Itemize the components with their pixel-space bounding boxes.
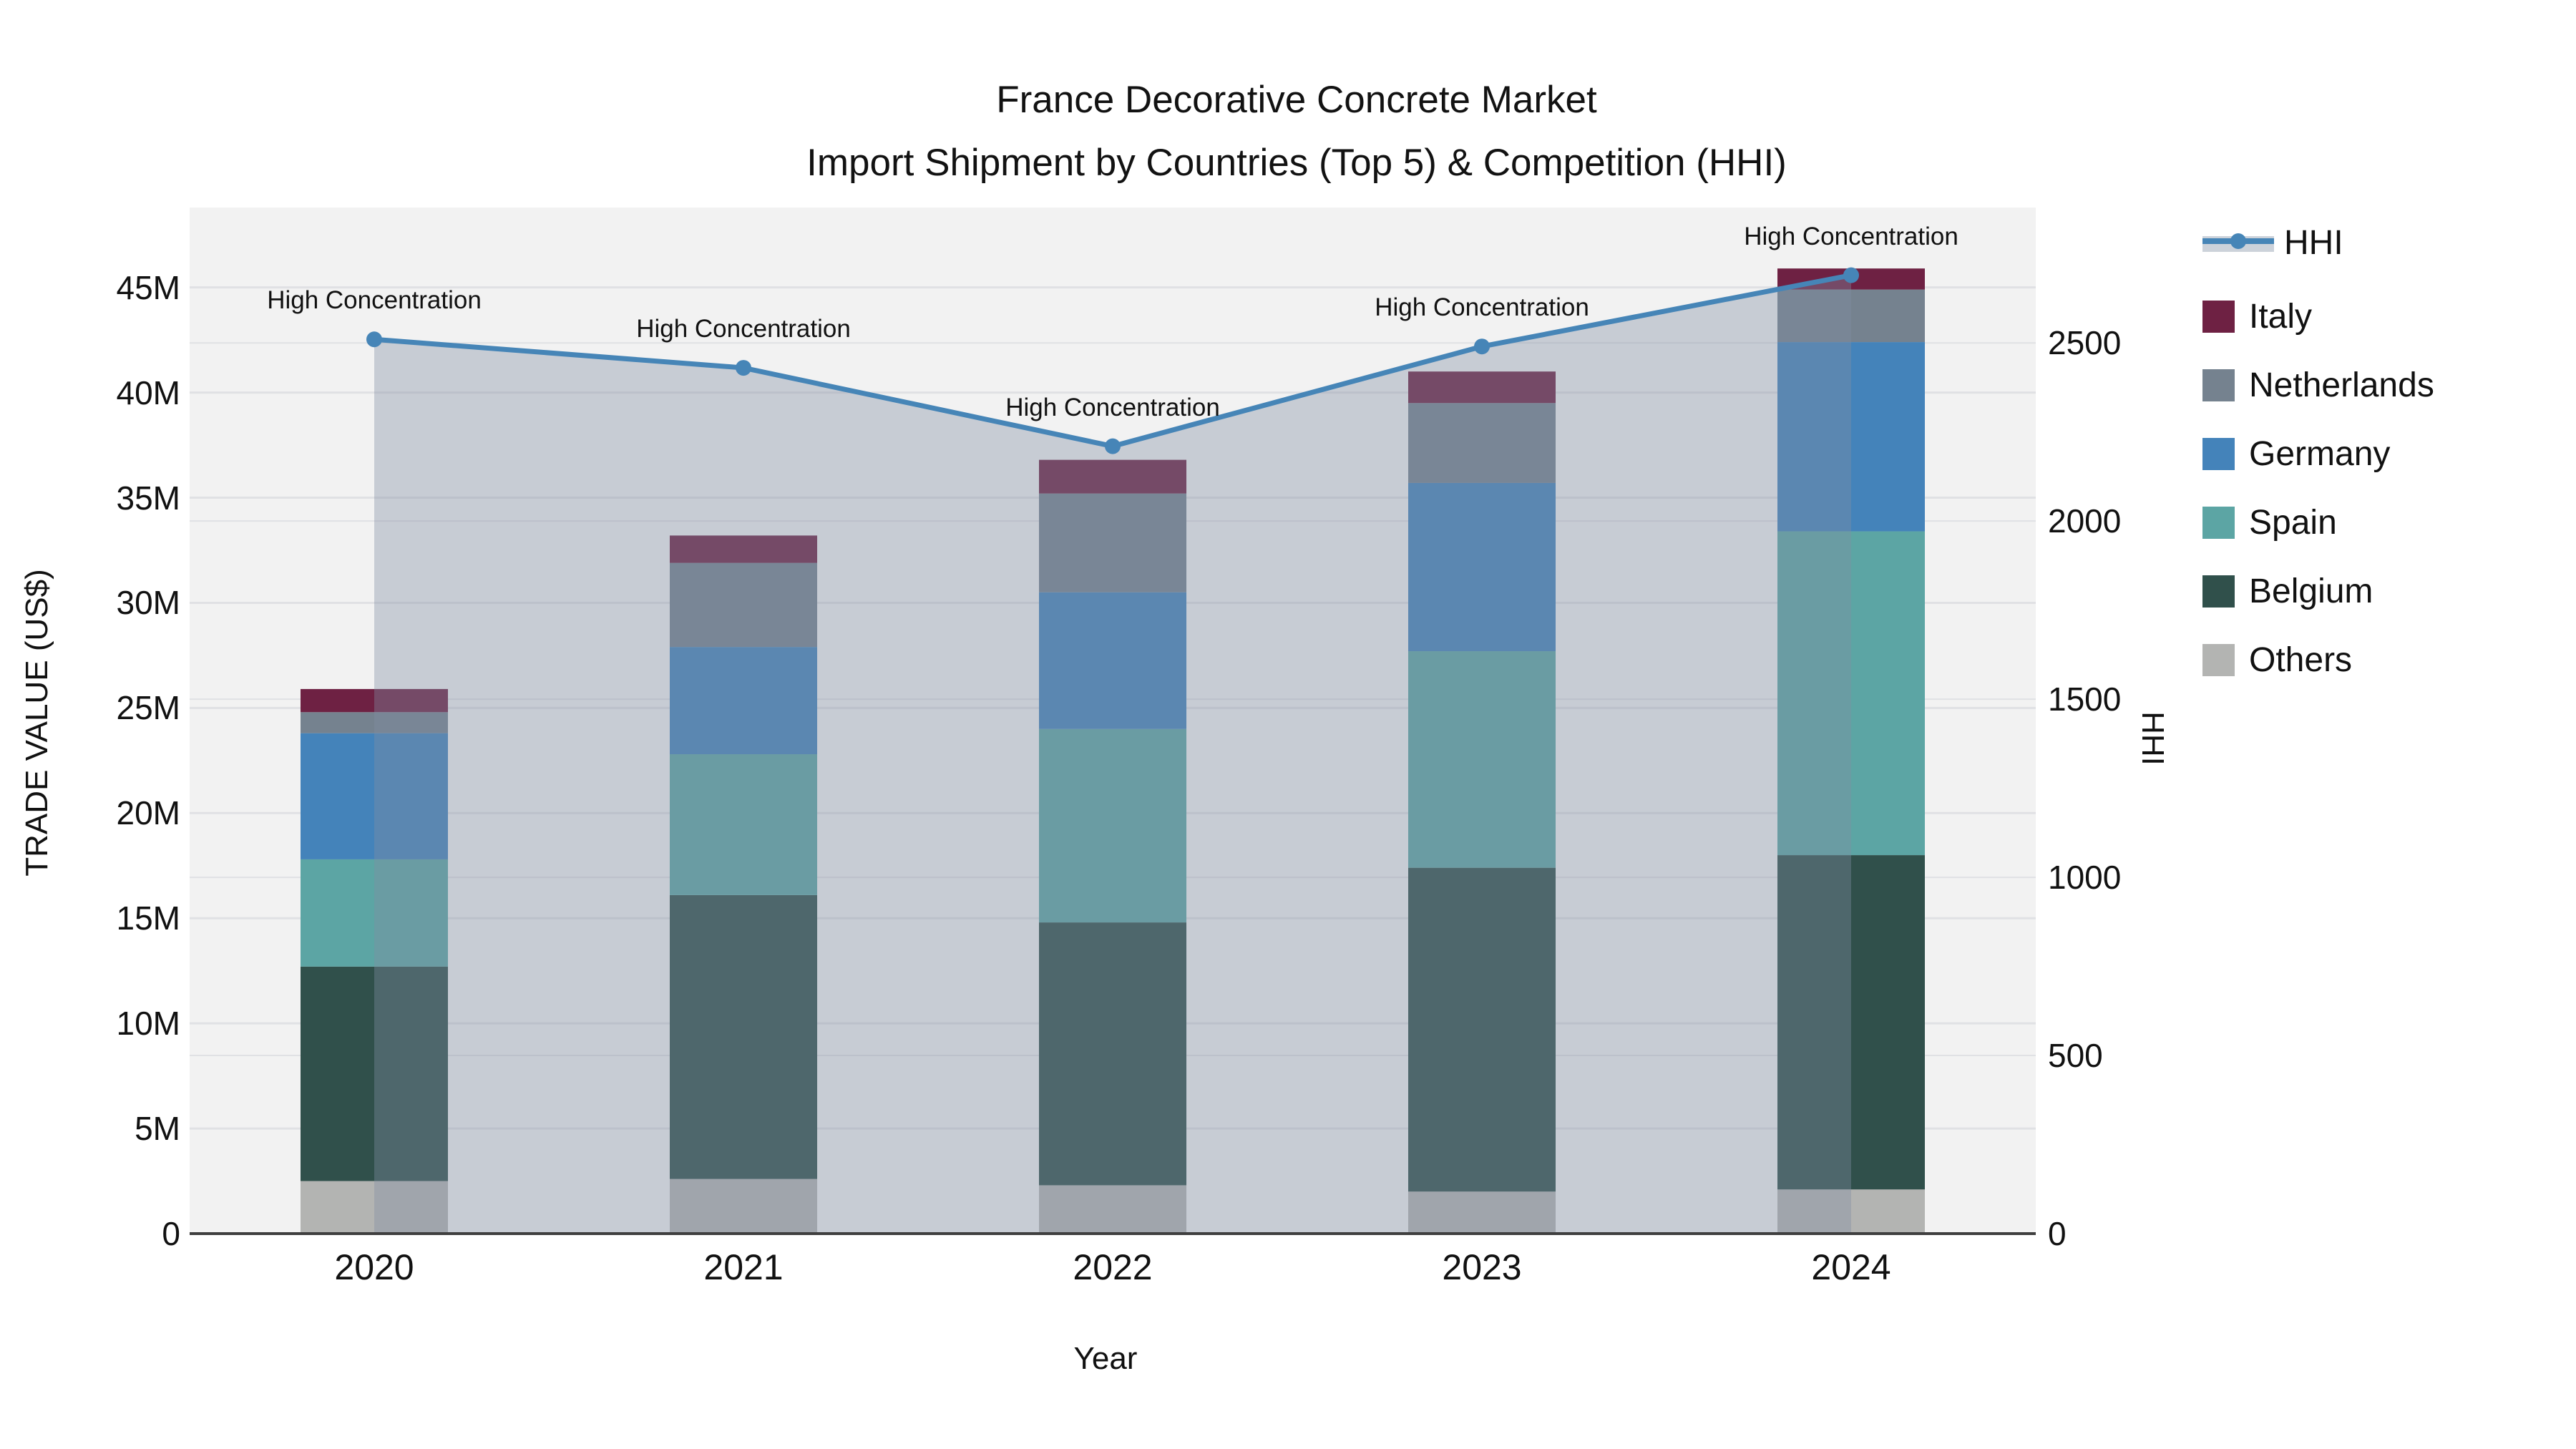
- legend-swatch-belgium: [2202, 575, 2235, 608]
- bar-segment-2022-spain: [1039, 728, 1186, 923]
- legend-item-italy[interactable]: Italy: [2202, 282, 2434, 351]
- legend-swatch-others: [2202, 643, 2235, 676]
- bar-segment-2021-germany: [670, 647, 817, 755]
- y-left-tick-10M: 10M: [116, 1005, 180, 1043]
- y-left-tick-30M: 30M: [116, 584, 180, 622]
- bar-segment-2023-others: [1408, 1191, 1556, 1234]
- annotation-2024: High Concentration: [1744, 222, 1958, 250]
- bar-segment-2023-germany: [1408, 482, 1556, 652]
- y-left-tick-15M: 15M: [116, 899, 180, 937]
- legend: HHI Italy Netherlands Germany Spain Belgium Ot…: [2202, 216, 2434, 694]
- y-left-tick-20M: 20M: [116, 794, 180, 832]
- y-right-tick-2000: 2000: [2048, 502, 2122, 540]
- legend-swatch-italy: [2202, 300, 2235, 333]
- y-axis-label-right: HHI: [2135, 711, 2170, 766]
- legend-label-spain: Spain: [2249, 503, 2337, 542]
- bar-segment-2022-germany: [1039, 592, 1186, 729]
- bar-segment-2022-netherlands: [1039, 493, 1186, 592]
- legend-swatch-netherlands: [2202, 369, 2235, 401]
- legend-item-spain[interactable]: Spain: [2202, 488, 2434, 557]
- bar-segment-2020-italy: [301, 688, 448, 713]
- bar-segment-2021-belgium: [670, 894, 817, 1179]
- legend-label-italy: Italy: [2249, 297, 2313, 336]
- x-tick-2020: 2020: [334, 1247, 414, 1287]
- bar-segment-2021-others: [670, 1179, 817, 1234]
- x-tick-2024: 2024: [1811, 1247, 1891, 1287]
- legend-label-germany: Germany: [2249, 434, 2391, 473]
- hhi-line-icon: [2202, 230, 2274, 255]
- bar-segment-2022-belgium: [1039, 922, 1186, 1186]
- legend-item-netherlands[interactable]: Netherlands: [2202, 351, 2434, 419]
- chart-title-line2: Import Shipment by Countries (Top 5) & C…: [806, 142, 1787, 184]
- legend-item-germany[interactable]: Germany: [2202, 419, 2434, 488]
- chart-title: France Decorative Concrete Market Import…: [806, 69, 1787, 195]
- x-tick-2022: 2022: [1073, 1247, 1153, 1287]
- annotation-2023: High Concentration: [1375, 293, 1589, 322]
- bar-segment-2023-spain: [1408, 651, 1556, 868]
- y-right-tick-1000: 1000: [2048, 859, 2122, 897]
- annotation-2021: High Concentration: [636, 315, 851, 343]
- hhi-area-fill: [374, 275, 1851, 1234]
- legend-swatch-spain: [2202, 506, 2235, 539]
- x-tick-2023: 2023: [1442, 1247, 1522, 1287]
- hhi-marker-2020: [366, 331, 382, 348]
- annotation-2022: High Concentration: [1005, 393, 1220, 421]
- bar-segment-2021-netherlands: [670, 562, 817, 648]
- y-right-tick-1500: 1500: [2048, 680, 2122, 718]
- bar-segment-2022-others: [1039, 1185, 1186, 1234]
- legend-label-belgium: Belgium: [2249, 572, 2373, 610]
- bar-segment-2020-others: [301, 1181, 448, 1234]
- chart-title-line1: France Decorative Concrete Market: [996, 79, 1597, 121]
- bar-segment-2022-italy: [1039, 459, 1186, 494]
- annotation-2020: High Concentration: [267, 286, 482, 315]
- hhi-marker-2024: [1843, 267, 1859, 283]
- legend-label-hhi: HHI: [2284, 223, 2343, 262]
- hhi-marker-2021: [736, 360, 751, 376]
- y-right-tick-0: 0: [2048, 1215, 2067, 1252]
- bar-segment-2020-belgium: [301, 966, 448, 1181]
- bar-segment-2024-germany: [1777, 342, 1925, 532]
- x-axis-label: Year: [1073, 1341, 1138, 1376]
- hhi-marker-2022: [1105, 438, 1121, 454]
- hhi-marker-2023: [1474, 338, 1490, 355]
- y-right-tick-500: 500: [2048, 1037, 2103, 1075]
- legend-item-hhi[interactable]: HHI: [2202, 216, 2434, 269]
- x-tick-2021: 2021: [703, 1247, 784, 1287]
- legend-label-others: Others: [2249, 640, 2353, 679]
- legend-swatch-germany: [2202, 437, 2235, 470]
- bar-segment-2021-italy: [670, 535, 817, 563]
- bar-segment-2023-belgium: [1408, 867, 1556, 1192]
- bar-segment-2020-spain: [301, 859, 448, 967]
- y-left-tick-25M: 25M: [116, 689, 180, 727]
- bar-segment-2024-others: [1777, 1189, 1925, 1234]
- bar-segment-2020-netherlands: [301, 712, 448, 733]
- y-left-tick-0: 0: [162, 1215, 180, 1252]
- y-right-tick-2500: 2500: [2048, 324, 2122, 362]
- y-left-tick-5M: 5M: [135, 1110, 180, 1148]
- y-left-tick-45M: 45M: [116, 268, 180, 306]
- y-left-tick-40M: 40M: [116, 374, 180, 411]
- bar-segment-2024-spain: [1777, 531, 1925, 856]
- bar-segment-2021-spain: [670, 754, 817, 895]
- bar-segment-2023-netherlands: [1408, 403, 1556, 483]
- bar-segment-2023-italy: [1408, 371, 1556, 404]
- legend-item-belgium[interactable]: Belgium: [2202, 557, 2434, 625]
- bar-segment-2024-belgium: [1777, 855, 1925, 1190]
- y-left-tick-35M: 35M: [116, 479, 180, 517]
- bar-segment-2020-germany: [301, 733, 448, 859]
- legend-label-netherlands: Netherlands: [2249, 366, 2434, 404]
- legend-item-others[interactable]: Others: [2202, 625, 2434, 694]
- bar-segment-2024-netherlands: [1777, 289, 1925, 343]
